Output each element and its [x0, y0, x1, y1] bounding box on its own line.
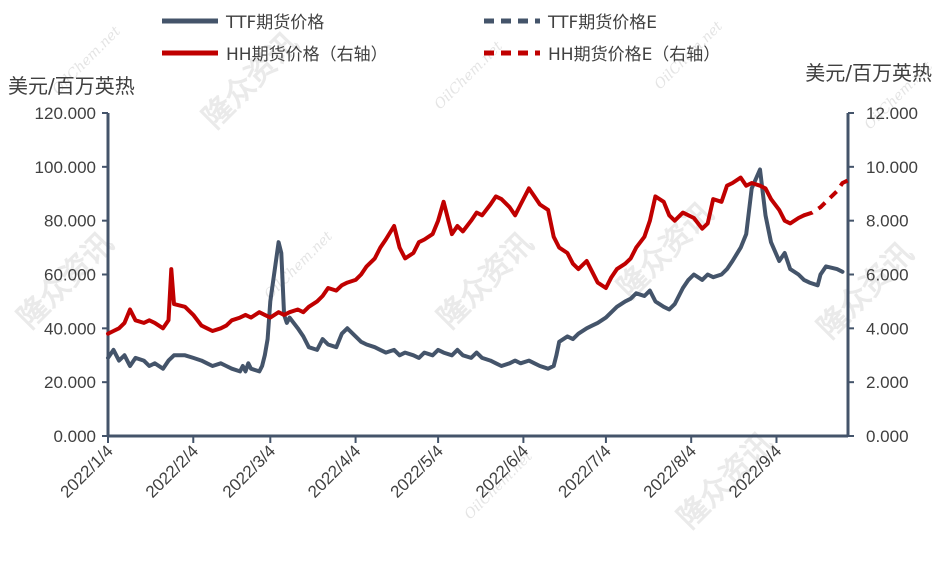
legend-label-ttf: TTF期货价格	[225, 13, 324, 33]
y-right-tick-label: 6.000	[866, 266, 909, 285]
y-right-tick-label: 2.000	[866, 373, 909, 392]
watermark-text: 隆众资讯	[196, 26, 306, 136]
y-left-tick-label: 40.000	[44, 319, 96, 338]
x-tick-label: 2022/2/4	[142, 441, 202, 501]
y-left-tick-label: 20.000	[44, 373, 96, 392]
y-left-tick-label: 0.000	[53, 427, 96, 446]
y-right-tick-label: 8.000	[866, 212, 909, 231]
x-tick-label: 2022/4/4	[304, 441, 364, 501]
x-tick-label: 2022/7/4	[555, 441, 615, 501]
y-right-tick-label: 0.000	[866, 427, 909, 446]
watermark-text: OilChem.net	[432, 38, 507, 113]
y-left-tick-label: 80.000	[44, 212, 96, 231]
y-right-tick-label: 4.000	[866, 319, 909, 338]
y-right-tick-label: 10.000	[866, 158, 918, 177]
watermark-text: 隆众资讯	[431, 226, 541, 336]
watermark-text: 隆众资讯	[611, 196, 721, 306]
series	[106, 167, 849, 374]
legend-label-ttf-e: TTF期货价格E	[547, 13, 657, 33]
legend-label-hh-e: HH期货价格E（右轴）	[548, 45, 720, 65]
y-left-tick-label: 60.000	[44, 266, 96, 285]
y-left-tick-label: 120.000	[35, 104, 96, 123]
x-tick-label: 2022/1/4	[57, 441, 117, 501]
x-tick-label: 2022/3/4	[219, 441, 279, 501]
series-line-3	[803, 178, 849, 218]
series-line-0	[106, 167, 845, 374]
y-right-unit-label: 美元/百万英热	[805, 61, 932, 85]
y-left-tick-label: 100.000	[35, 158, 96, 177]
y-right-tick-label: 12.000	[866, 104, 918, 123]
series-line-2	[106, 175, 806, 336]
y-left-unit-label: 美元/百万英热	[8, 74, 135, 98]
legend: TTF期货价格 TTF期货价格E HH期货价格（右轴） HH期货价格E（右轴）	[162, 13, 720, 65]
x-tick-label: 2022/5/4	[387, 441, 447, 501]
legend-label-hh: HH期货价格（右轴）	[226, 45, 388, 65]
